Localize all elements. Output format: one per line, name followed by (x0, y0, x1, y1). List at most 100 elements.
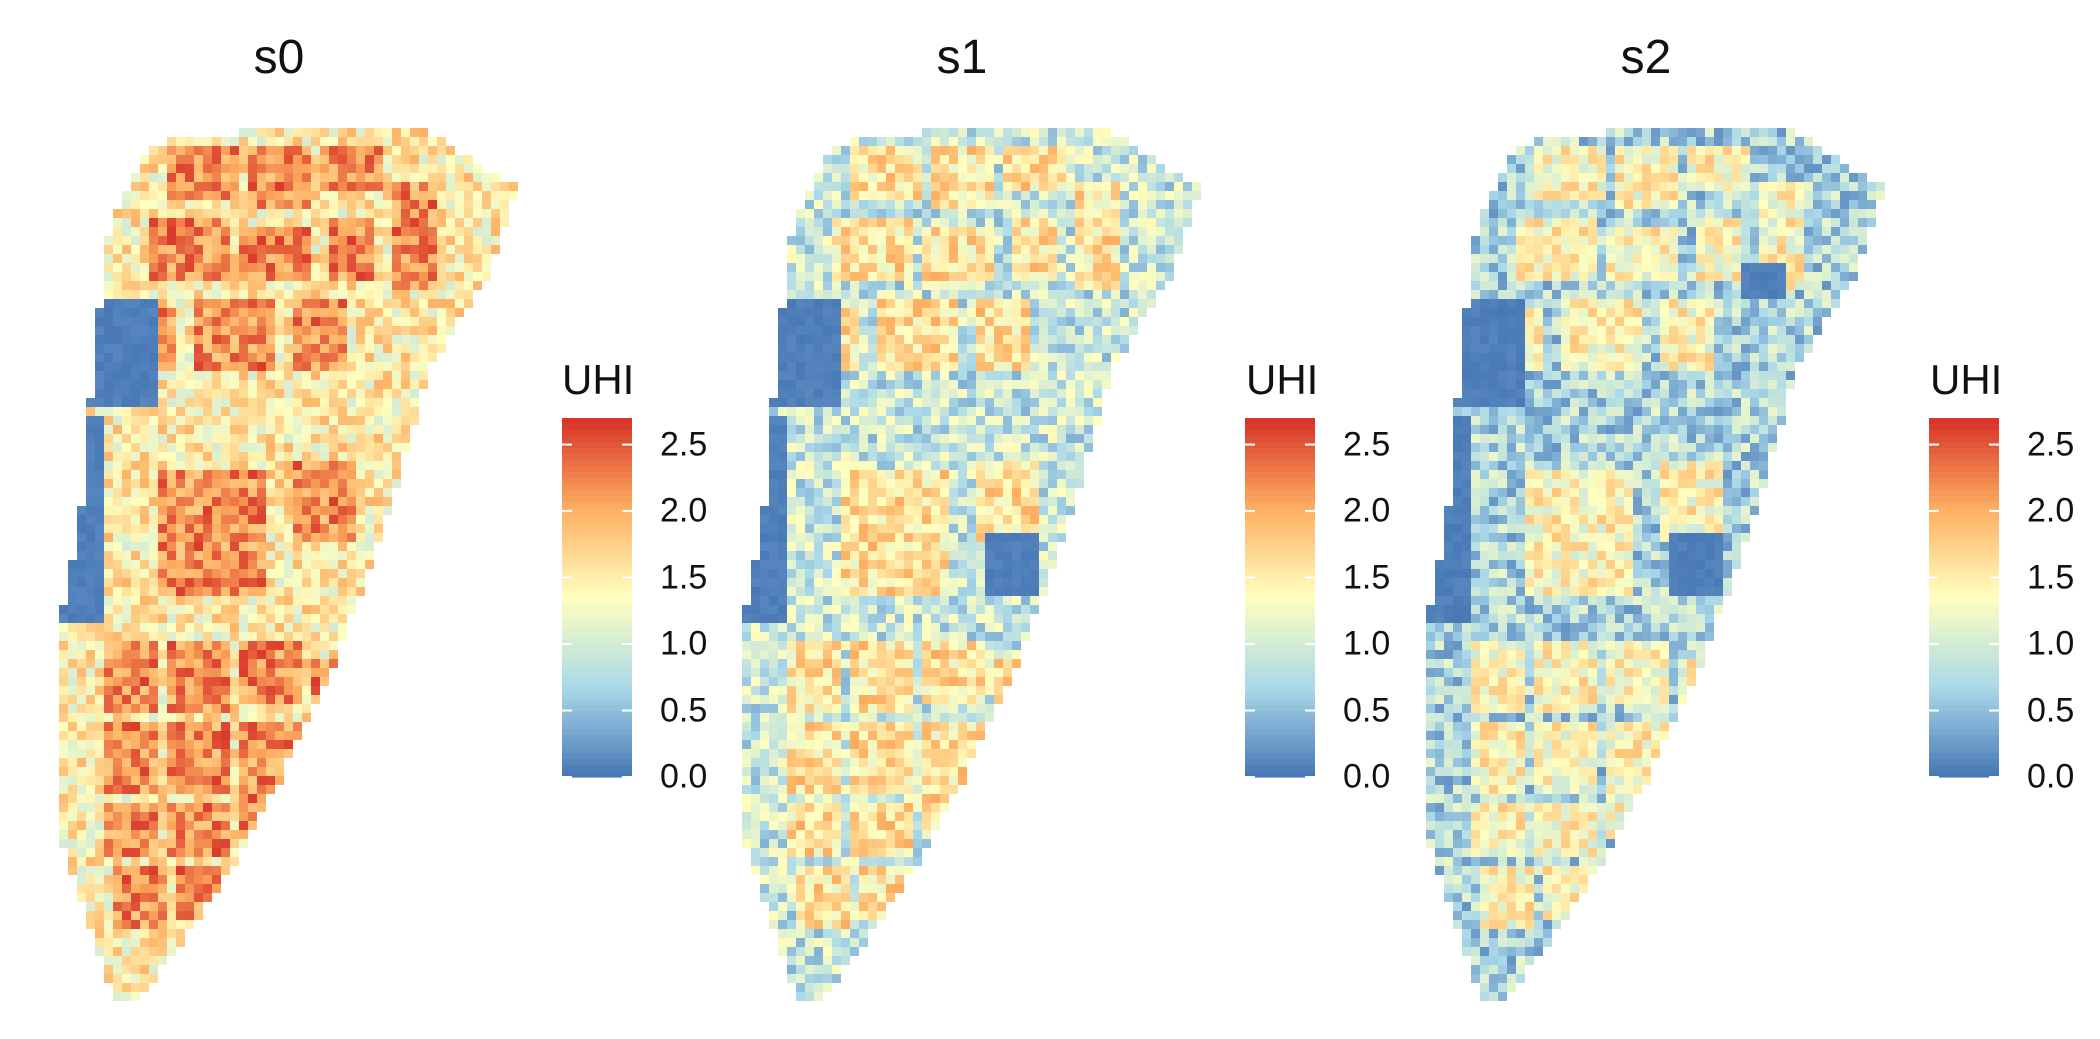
raster-cell (131, 920, 140, 929)
raster-cell (185, 362, 194, 371)
raster-cell (221, 146, 230, 155)
raster-cell (212, 344, 221, 353)
raster-cell (455, 281, 464, 290)
raster-cell (446, 245, 455, 254)
raster-cell (266, 515, 275, 524)
raster-cell (167, 407, 176, 416)
raster-cell (113, 353, 122, 362)
raster-cell (473, 218, 482, 227)
raster-cell (329, 569, 338, 578)
raster-cell (104, 758, 113, 767)
raster-cell (122, 362, 131, 371)
raster-cell (104, 749, 113, 758)
raster-cell (338, 137, 347, 146)
raster-cell (419, 254, 428, 263)
raster-cell (131, 632, 140, 641)
raster-cell (158, 893, 167, 902)
raster-cell (167, 389, 176, 398)
raster-cell (122, 488, 131, 497)
raster-cell (275, 650, 284, 659)
raster-cell (311, 371, 320, 380)
raster-cell (284, 326, 293, 335)
raster-cell (284, 461, 293, 470)
raster-cell (257, 236, 266, 245)
raster-cell (473, 191, 482, 200)
raster-cell (113, 218, 122, 227)
raster-cell (68, 713, 77, 722)
raster-cell (68, 569, 77, 578)
raster-cell (284, 128, 293, 137)
raster-cell (221, 650, 230, 659)
raster-cell (338, 533, 347, 542)
raster-cell (194, 227, 203, 236)
raster-cell (122, 722, 131, 731)
raster-cell (203, 515, 212, 524)
raster-cell (329, 299, 338, 308)
raster-cell (257, 200, 266, 209)
raster-cell (410, 362, 419, 371)
raster-cell (140, 542, 149, 551)
raster-cell (158, 677, 167, 686)
raster-cell (158, 146, 167, 155)
raster-cell (275, 677, 284, 686)
raster-cell (176, 434, 185, 443)
raster-cell (248, 443, 257, 452)
raster-cell (221, 713, 230, 722)
raster-cell (122, 578, 131, 587)
raster-cell (86, 695, 95, 704)
raster-cell (104, 704, 113, 713)
raster-cell (77, 839, 86, 848)
raster-cell (266, 479, 275, 488)
raster-cell (149, 155, 158, 164)
raster-cell (257, 704, 266, 713)
raster-cell (437, 173, 446, 182)
raster-cell (311, 173, 320, 182)
raster-cell (257, 641, 266, 650)
raster-cell (86, 812, 95, 821)
raster-cell (149, 425, 158, 434)
raster-cell (176, 155, 185, 164)
raster-cell (329, 290, 338, 299)
raster-cell (194, 146, 203, 155)
raster-cell (329, 497, 338, 506)
raster-cell (59, 839, 68, 848)
raster-cell (419, 173, 428, 182)
raster-cell (140, 731, 149, 740)
raster-cell (230, 254, 239, 263)
raster-cell (185, 668, 194, 677)
raster-cell (320, 515, 329, 524)
raster-cell (356, 533, 365, 542)
raster-cell (410, 164, 419, 173)
raster-cell (212, 317, 221, 326)
raster-cell (230, 164, 239, 173)
raster-cell (356, 326, 365, 335)
raster-cell (284, 533, 293, 542)
raster-cell (221, 452, 230, 461)
raster-cell (203, 335, 212, 344)
raster-cell (212, 884, 221, 893)
raster-cell (149, 344, 158, 353)
raster-cell (338, 398, 347, 407)
raster-cell (230, 839, 239, 848)
raster-cell (383, 191, 392, 200)
raster-cell (185, 155, 194, 164)
raster-cell (428, 245, 437, 254)
raster-cell (86, 758, 95, 767)
raster-cell (320, 461, 329, 470)
raster-cell (185, 263, 194, 272)
raster-cell (59, 623, 68, 632)
raster-cell (203, 542, 212, 551)
raster-cell (347, 407, 356, 416)
raster-cell (239, 182, 248, 191)
raster-cell (185, 812, 194, 821)
raster-cell (86, 920, 95, 929)
raster-cell (77, 794, 86, 803)
raster-cell (239, 821, 248, 830)
raster-cell (248, 317, 257, 326)
raster-cell (248, 686, 257, 695)
raster-cell (248, 731, 257, 740)
raster-cell (131, 758, 140, 767)
raster-cell (419, 182, 428, 191)
raster-cell (383, 479, 392, 488)
raster-cell (149, 749, 158, 758)
